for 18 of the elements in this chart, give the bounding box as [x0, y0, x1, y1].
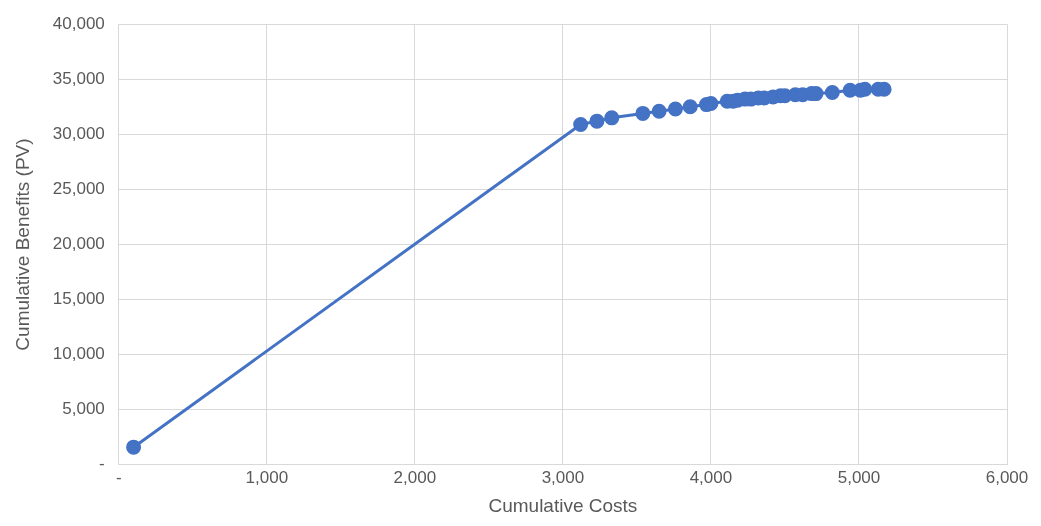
y-tick-label: 20,000: [52, 234, 105, 254]
x-tick-label: 5,000: [837, 467, 881, 487]
y-tick-label: -: [99, 454, 105, 474]
y-tick-label: 25,000: [52, 179, 105, 199]
x-tick-label: -: [115, 467, 122, 487]
x-tick-label: 3,000: [541, 467, 585, 487]
y-tick-label: 10,000: [52, 344, 105, 364]
y-tick-label: 35,000: [52, 68, 105, 88]
x-tick-label: 2,000: [393, 467, 437, 487]
y-tick-label: 5,000: [62, 399, 105, 419]
x-axis-title: Cumulative Costs: [488, 494, 638, 516]
x-tick-label: 6,000: [985, 467, 1029, 487]
y-tick-label: 15,000: [52, 289, 105, 309]
x-tick-label: 1,000: [245, 467, 289, 487]
y-tick-label: 30,000: [52, 124, 105, 144]
y-tick-label: 40,000: [52, 13, 105, 33]
y-axis-title: Cumulative Benefits (PV): [11, 138, 33, 351]
x-tick-label: 4,000: [689, 467, 733, 487]
